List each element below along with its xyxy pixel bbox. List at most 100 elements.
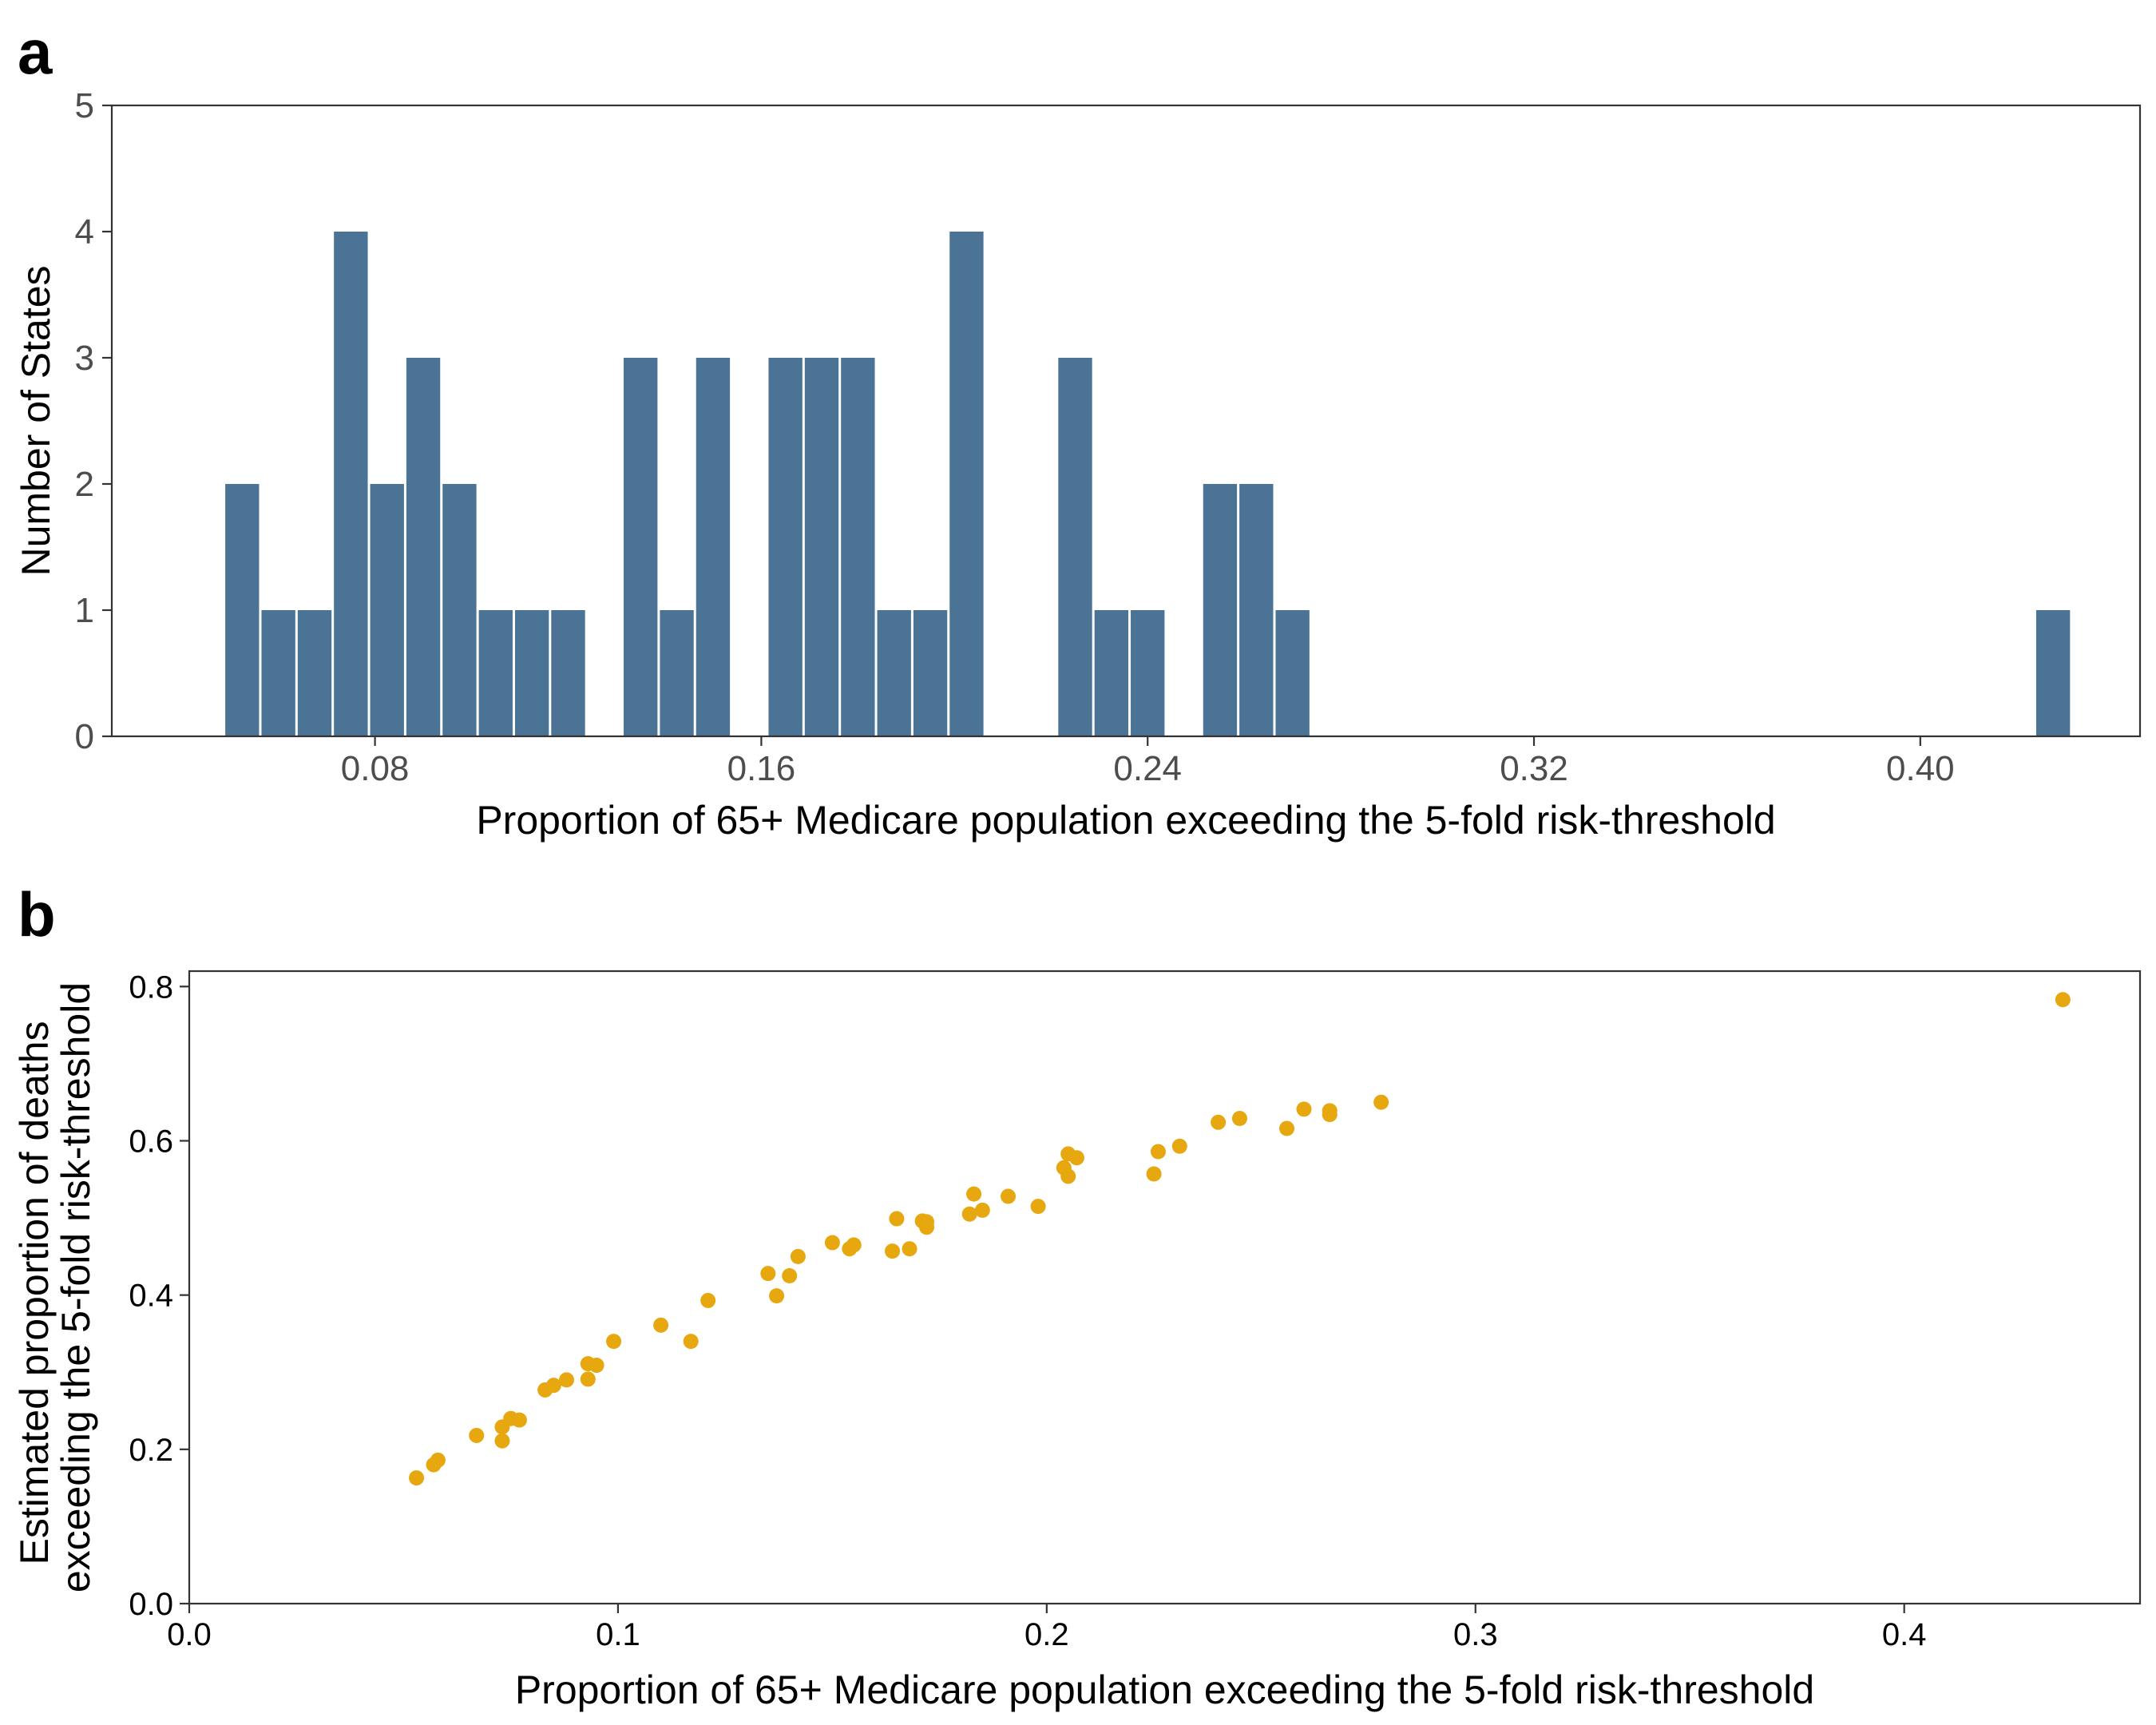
scatter-point [1279,1120,1295,1136]
scatter-point [769,1288,785,1304]
histogram-bars [225,232,2071,736]
scatter-x-tick-label: 0.3 [1453,1617,1498,1652]
scatter-point [1001,1188,1017,1204]
histogram-bar [334,232,368,736]
scatter-point [782,1268,798,1284]
scatter-y-tick-label: 0.0 [129,1587,173,1622]
histogram-bar [1058,358,1092,736]
scatter-y-tick-label: 0.2 [129,1433,173,1468]
histogram-x-tick-label: 0.32 [1500,749,1568,788]
histogram-bar [1094,610,1129,736]
histogram-y-tick-label: 5 [75,86,94,125]
histogram-bar [261,610,295,736]
histogram-x-axis-title: Proportion of 65+ Medicare population ex… [476,798,1775,843]
histogram-bar [768,358,803,736]
histogram-y-tick-label: 2 [75,465,94,504]
scatter-point [430,1452,446,1468]
scatter-point [1211,1114,1227,1130]
scatter-y-axis-title-line-2: exceeding the 5-fold risk-threshold [54,982,98,1592]
scatter-point [683,1334,699,1350]
panel-letter-b: b [18,879,56,950]
scatter-x-tick-label: 0.4 [1882,1617,1927,1652]
scatter-x-tick-label: 0.0 [167,1617,212,1652]
histogram-bar [660,610,694,736]
scatter-point [760,1266,776,1282]
histogram-bar [514,610,549,736]
scatter-point [1146,1166,1162,1182]
scatter-point [966,1186,982,1202]
scatter-point [2055,992,2071,1008]
scatter-point [580,1371,596,1387]
histogram-bar [1203,484,1238,736]
scatter-point [961,1206,977,1222]
scatter-point [902,1241,917,1257]
scatter-point [1068,1150,1084,1166]
scatter-point [1231,1110,1247,1126]
histogram-bar [696,358,731,736]
histogram-bar [841,358,875,736]
histogram-x-tick-label: 0.08 [341,749,410,788]
histogram-y-tick-label: 1 [75,591,94,630]
scatter-point [1171,1138,1187,1154]
histogram-bar [949,232,984,736]
histogram-bar [551,610,585,736]
histogram-bar [1131,610,1165,736]
scatter-points [409,992,2071,1486]
histogram-y-tick-label: 4 [75,212,94,252]
histogram-bar [225,484,260,736]
histogram-y-tick-label: 0 [75,717,94,756]
scatter-point [545,1378,561,1394]
panel-letter-a: a [18,17,53,87]
histogram-bar [1275,610,1310,736]
scatter-point [885,1243,901,1259]
scatter-x-tick-label: 0.1 [596,1617,640,1652]
scatter-point [1030,1199,1046,1215]
histogram-x-tick-label: 0.24 [1113,749,1182,788]
scatter-y-tick-label: 0.4 [129,1279,173,1314]
scatter-point [790,1248,806,1264]
scatter-point [846,1237,862,1253]
histogram-bar [478,610,513,736]
histogram-bar [2035,610,2071,736]
scatter-point [653,1317,669,1333]
histogram-ticks: 0.08 0.16 0.24 0.32 0.40 0 1 2 3 4 5 [75,86,1955,788]
scatter-point [889,1211,905,1227]
scatter-point [1150,1144,1166,1160]
scatter-point [606,1334,622,1350]
scatter-point [1060,1168,1076,1184]
histogram-bar [370,484,404,736]
scatter-point [974,1202,990,1218]
scatter-x-axis-title: Proportion of 65+ Medicare population ex… [515,1668,1814,1712]
histogram-y-tick-label: 3 [75,339,94,378]
histogram-x-tick-label: 0.16 [727,749,796,788]
scatter-plot-frame [188,970,2142,1605]
histogram-bar [406,358,441,736]
scatter-x-tick-label: 0.2 [1024,1617,1069,1652]
scatter-y-axis-title-line-1: Estimated proportion of deaths [12,1021,57,1564]
histogram-bar [1239,484,1274,736]
scatter-point [1296,1101,1312,1117]
histogram-bar [913,610,948,736]
histogram-bar [877,610,911,736]
scatter-point [558,1372,574,1388]
scatter-y-axis-title: Estimated proportion of deaths exceeding… [12,982,98,1592]
scatter-point [469,1427,485,1443]
histogram-bar [442,484,477,736]
scatter-panel: b 0.0 0.1 0.2 0.3 0.4 0.0 0.2 0.4 0.6 0.8 Proport… [12,879,2142,1712]
histogram-bar [804,358,839,736]
scatter-ticks: 0.0 0.1 0.2 0.3 0.4 0.0 0.2 0.4 0.6 0.8 [129,970,1926,1652]
scatter-point [409,1470,425,1486]
scatter-y-tick-label: 0.8 [129,970,173,1005]
histogram-plot-frame [110,104,2142,738]
scatter-point [919,1214,935,1230]
histogram-x-tick-label: 0.40 [1886,749,1955,788]
scatter-y-tick-label: 0.6 [129,1124,173,1159]
scatter-point [1322,1107,1338,1123]
scatter-point [1373,1094,1389,1110]
scatter-point [824,1235,840,1251]
histogram-panel: a 0.08 0.16 0.24 0.32 0.40 0 1 2 3 4 5 Proportion … [14,17,2142,843]
scatter-point [589,1358,604,1374]
histogram-y-axis-title: Number of States [14,265,58,576]
histogram-bar [297,610,332,736]
